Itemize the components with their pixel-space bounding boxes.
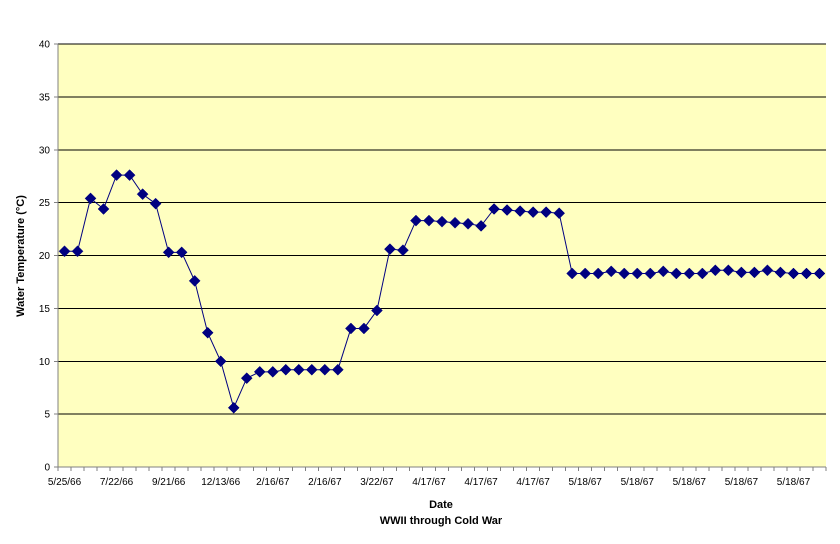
data-point bbox=[644, 267, 657, 280]
y-tick-label: 15 bbox=[39, 304, 51, 315]
x-tick-label: 4/17/67 bbox=[516, 477, 550, 488]
data-point bbox=[709, 264, 722, 277]
series-water-temperature bbox=[58, 169, 826, 414]
data-point bbox=[579, 267, 592, 280]
x-tick-label: 5/18/67 bbox=[621, 477, 655, 488]
data-point bbox=[605, 265, 618, 278]
data-point bbox=[800, 267, 813, 280]
data-point bbox=[787, 267, 800, 280]
x-axis-title: Date bbox=[429, 499, 453, 511]
data-point bbox=[540, 206, 552, 218]
data-point bbox=[670, 267, 683, 280]
data-point bbox=[110, 169, 123, 181]
data-point bbox=[318, 363, 331, 376]
data-point bbox=[527, 206, 539, 218]
x-tick-label: 4/17/67 bbox=[412, 477, 446, 488]
x-tick-label: 4/17/67 bbox=[464, 477, 498, 488]
data-point bbox=[201, 326, 214, 339]
x-tick-label: 5/18/67 bbox=[568, 477, 602, 488]
data-point bbox=[410, 214, 422, 227]
data-point bbox=[332, 363, 344, 376]
data-point bbox=[162, 246, 175, 259]
data-point bbox=[136, 188, 149, 201]
x-tick-label: 3/22/67 bbox=[360, 477, 394, 488]
data-point bbox=[345, 322, 357, 335]
data-point bbox=[813, 267, 826, 280]
y-tick-label: 10 bbox=[39, 357, 51, 368]
data-point bbox=[683, 267, 696, 280]
data-point bbox=[566, 267, 579, 280]
data-point bbox=[748, 266, 761, 279]
data-point bbox=[305, 363, 318, 376]
data-point bbox=[266, 365, 279, 378]
y-tick-label: 0 bbox=[44, 463, 50, 474]
y-tick-label: 40 bbox=[39, 40, 51, 51]
gridlines bbox=[58, 43, 826, 415]
data-point bbox=[71, 245, 84, 258]
data-point bbox=[58, 245, 71, 258]
x-tick-label: 2/16/67 bbox=[256, 477, 290, 488]
data-point bbox=[553, 207, 566, 220]
data-point bbox=[227, 401, 240, 414]
x-tick-label: 5/18/67 bbox=[777, 477, 811, 488]
y-tick-label: 5 bbox=[44, 410, 50, 421]
y-axis-title: Water Temperature (°C) bbox=[15, 195, 27, 317]
data-point bbox=[657, 265, 670, 278]
y-axis: 0 5 10 15 20 25 30 35 40 bbox=[39, 40, 59, 474]
data-point bbox=[501, 204, 513, 216]
y-tick-label: 30 bbox=[39, 145, 51, 156]
x-axis-subtitle: WWII through Cold War bbox=[380, 515, 503, 527]
data-point bbox=[84, 192, 97, 205]
x-tick-label: 9/21/66 bbox=[152, 477, 186, 488]
data-point bbox=[475, 220, 487, 232]
data-point bbox=[696, 267, 709, 280]
data-point bbox=[253, 365, 266, 378]
y-tick-label: 20 bbox=[39, 251, 51, 262]
x-tick-label: 5/18/67 bbox=[673, 477, 707, 488]
data-point bbox=[279, 363, 292, 376]
data-point bbox=[149, 197, 162, 210]
data-point bbox=[592, 267, 605, 280]
data-point bbox=[384, 243, 396, 256]
data-point bbox=[774, 266, 787, 279]
x-tick-label: 5/18/67 bbox=[725, 477, 759, 488]
x-tick-label: 2/16/67 bbox=[308, 477, 342, 488]
data-point bbox=[97, 203, 110, 215]
data-point bbox=[240, 372, 253, 385]
x-axis: 5/25/66 7/22/66 9/21/66 12/13/66 2/16/67 2/16… bbox=[48, 466, 827, 488]
data-point bbox=[735, 266, 748, 279]
data-point bbox=[123, 169, 136, 181]
y-tick-label: 35 bbox=[39, 92, 51, 103]
data-point bbox=[514, 205, 526, 217]
data-point bbox=[188, 275, 201, 287]
x-tick-label: 5/25/66 bbox=[48, 477, 82, 488]
data-point bbox=[292, 363, 305, 376]
data-point bbox=[462, 217, 474, 230]
data-point bbox=[761, 264, 774, 277]
x-tick-label: 12/13/66 bbox=[201, 477, 240, 488]
data-point bbox=[449, 216, 461, 229]
x-tick-label: 7/22/66 bbox=[100, 477, 134, 488]
data-point bbox=[423, 214, 435, 227]
data-point bbox=[214, 355, 227, 368]
data-point bbox=[488, 203, 500, 215]
data-point bbox=[436, 215, 448, 228]
data-point bbox=[358, 322, 370, 335]
data-point bbox=[175, 246, 188, 259]
data-point bbox=[631, 267, 644, 280]
y-tick-label: 25 bbox=[39, 198, 51, 209]
data-point bbox=[618, 267, 631, 280]
data-point bbox=[371, 304, 383, 317]
data-point bbox=[397, 244, 409, 257]
data-point bbox=[722, 264, 735, 277]
